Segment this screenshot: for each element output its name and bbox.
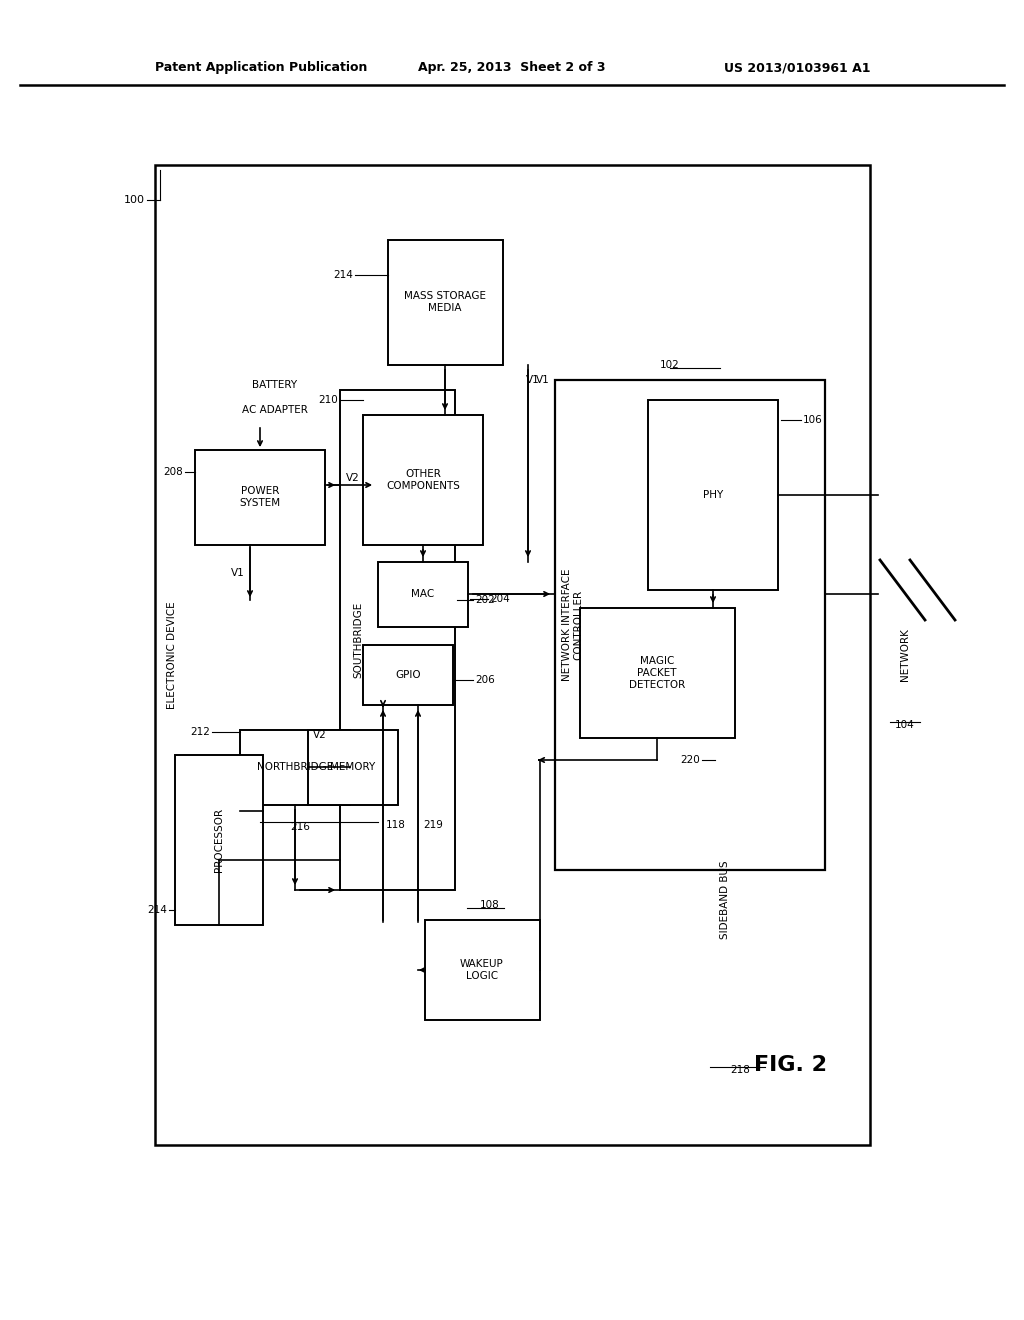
Text: 216: 216 bbox=[290, 822, 310, 832]
Bar bbox=[175, 755, 263, 925]
Text: SIDEBAND BUS: SIDEBAND BUS bbox=[720, 861, 730, 940]
Text: PROCESSOR: PROCESSOR bbox=[214, 808, 224, 873]
Bar bbox=[580, 609, 735, 738]
Text: 212: 212 bbox=[190, 727, 210, 737]
Text: MAC: MAC bbox=[412, 589, 434, 599]
Text: 102: 102 bbox=[660, 360, 680, 370]
Text: MEMORY: MEMORY bbox=[331, 762, 376, 772]
Text: 219: 219 bbox=[423, 820, 443, 830]
Text: PHY: PHY bbox=[702, 490, 723, 500]
Text: MAGIC
PACKET
DETECTOR: MAGIC PACKET DETECTOR bbox=[629, 656, 685, 689]
Text: 220: 220 bbox=[680, 755, 700, 766]
Text: NETWORK: NETWORK bbox=[900, 628, 910, 681]
Bar bbox=[378, 562, 468, 627]
Text: NETWORK INTERFACE
CONTROLLER: NETWORK INTERFACE CONTROLLER bbox=[562, 569, 584, 681]
Text: Patent Application Publication: Patent Application Publication bbox=[155, 62, 368, 74]
Text: 218: 218 bbox=[730, 1065, 750, 1074]
Text: POWER
SYSTEM: POWER SYSTEM bbox=[240, 486, 281, 508]
Text: NORTHBRIDGE: NORTHBRIDGE bbox=[257, 762, 333, 772]
Bar bbox=[648, 400, 778, 590]
Text: AC ADAPTER: AC ADAPTER bbox=[242, 405, 308, 414]
Text: V1: V1 bbox=[536, 375, 550, 385]
Bar bbox=[240, 730, 350, 805]
Text: 106: 106 bbox=[803, 414, 822, 425]
Bar bbox=[155, 165, 870, 1144]
Bar bbox=[340, 389, 455, 890]
Text: 204: 204 bbox=[490, 594, 510, 605]
Text: V1: V1 bbox=[526, 375, 540, 385]
Bar bbox=[388, 240, 503, 366]
Bar bbox=[362, 645, 453, 705]
Text: 214: 214 bbox=[333, 271, 353, 280]
Text: GPIO: GPIO bbox=[395, 671, 421, 680]
Text: V2: V2 bbox=[313, 730, 327, 741]
Text: 104: 104 bbox=[895, 719, 914, 730]
Text: 108: 108 bbox=[480, 900, 500, 909]
Text: 118: 118 bbox=[386, 820, 406, 830]
Text: BATTERY: BATTERY bbox=[253, 380, 298, 389]
Text: V2: V2 bbox=[346, 473, 359, 483]
Text: FIG. 2: FIG. 2 bbox=[754, 1055, 826, 1074]
Text: MASS STORAGE
MEDIA: MASS STORAGE MEDIA bbox=[404, 292, 486, 313]
Text: 210: 210 bbox=[318, 395, 338, 405]
Text: 206: 206 bbox=[475, 675, 495, 685]
Bar bbox=[195, 450, 325, 545]
Text: Apr. 25, 2013  Sheet 2 of 3: Apr. 25, 2013 Sheet 2 of 3 bbox=[418, 62, 606, 74]
Bar bbox=[425, 920, 540, 1020]
Text: 100: 100 bbox=[124, 195, 145, 205]
Text: SOUTHBRIDGE: SOUTHBRIDGE bbox=[353, 602, 362, 678]
Text: ELECTRONIC DEVICE: ELECTRONIC DEVICE bbox=[167, 601, 177, 709]
Bar bbox=[362, 414, 483, 545]
Text: 208: 208 bbox=[163, 467, 183, 477]
Text: 202: 202 bbox=[475, 595, 495, 605]
Text: OTHER
COMPONENTS: OTHER COMPONENTS bbox=[386, 469, 460, 491]
Text: 214: 214 bbox=[147, 906, 167, 915]
Bar bbox=[308, 730, 398, 805]
Text: US 2013/0103961 A1: US 2013/0103961 A1 bbox=[724, 62, 870, 74]
Bar bbox=[555, 380, 825, 870]
Text: WAKEUP
LOGIC: WAKEUP LOGIC bbox=[460, 960, 504, 981]
Text: V1: V1 bbox=[231, 568, 245, 578]
